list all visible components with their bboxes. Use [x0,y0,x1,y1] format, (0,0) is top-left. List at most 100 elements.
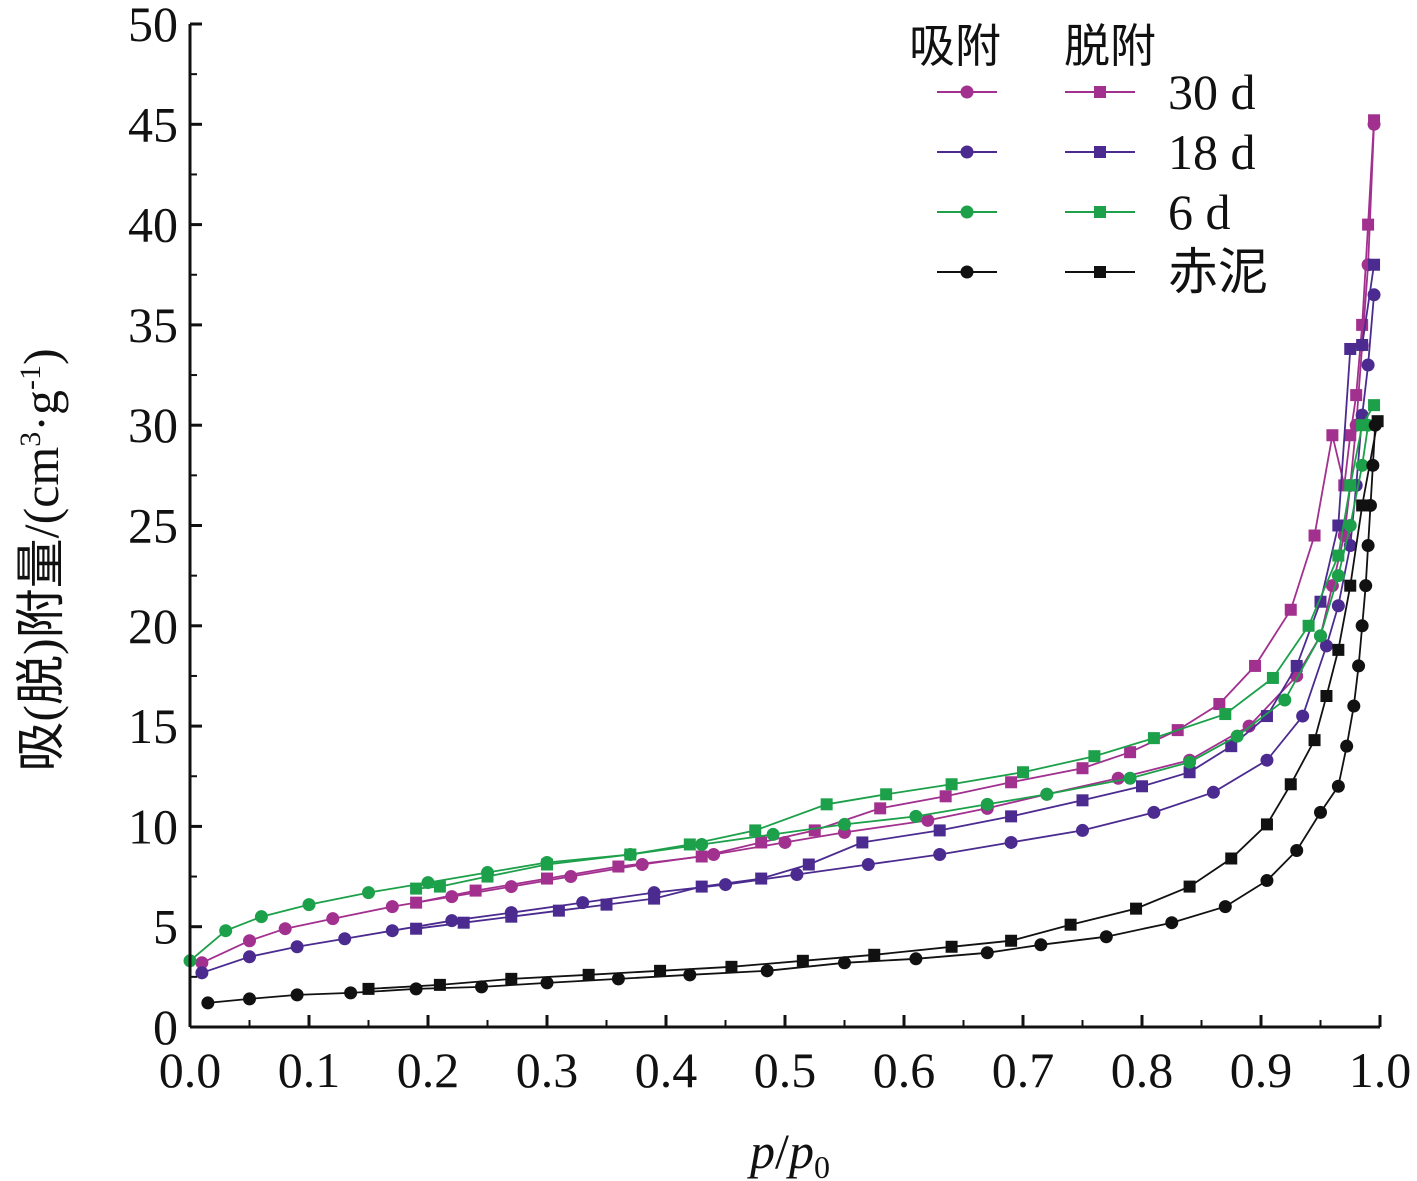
desorption-point [874,802,887,815]
desorption-point [410,882,423,895]
desorption-point [1088,750,1101,763]
adsorption-point [760,964,774,978]
desorption-point [880,788,893,801]
axes: 0.0 0.1 0.2 0.3 0.4 0.5 0.6 0.7 0.8 0.9 1.0 0 5 10 15 2… [128,0,1411,1098]
desorption-point [1368,399,1381,412]
y-tick-label: 50 [128,0,178,52]
desorption-point [1332,643,1345,656]
desorption-point [1076,794,1089,807]
adsorption-point [1260,753,1274,767]
adsorption-point [921,813,935,827]
desorption-point [654,964,667,977]
legend-marker-adsorption [960,205,974,219]
adsorption-point [385,900,399,914]
desorption-line [368,421,1379,990]
desorption-point [1124,746,1137,759]
adsorption-point [421,876,435,890]
desorption-point [749,824,762,837]
desorption-point [755,872,768,885]
desorption-point [1308,529,1321,542]
adsorption-line [189,425,1369,962]
adsorption-point [1147,805,1161,819]
desorption-point [481,870,494,883]
adsorption-line [201,294,1375,974]
desorption-point [1344,479,1357,492]
desorption-point [469,884,482,897]
desorption-point [1183,766,1196,779]
x-tick-label: 0.3 [516,1042,579,1098]
adsorption-point [838,817,851,831]
desorption-point [695,850,708,863]
adsorption-point [838,956,851,970]
desorption-point [552,904,565,917]
legend-label: 30 d [1168,64,1256,120]
desorption-point [802,858,815,871]
series-3 [201,415,1384,1010]
desorption-point [1213,698,1226,711]
adsorption-point [778,835,792,849]
desorption-point [1344,429,1357,442]
adsorption-point [243,992,256,1006]
adsorption-point [695,837,709,851]
adsorption-point [195,966,209,980]
desorption-point [1308,734,1321,747]
desorption-point [505,910,518,923]
adsorption-point [1260,874,1274,888]
desorption-point [1320,690,1333,703]
desorption-point [582,968,595,981]
desorption-point [1368,258,1381,271]
legend-marker-desorption [1094,86,1106,98]
desorption-point [868,948,881,961]
adsorption-line [207,425,1377,1004]
adsorption-point [219,924,233,938]
adsorption-point [1352,659,1366,673]
desorption-point [1332,519,1345,532]
x-tick-label: 0.4 [635,1042,698,1098]
adsorption-point [1296,709,1310,723]
adsorption-point [1034,938,1048,952]
desorption-point [433,978,446,991]
desorption-point [433,880,446,893]
adsorption-point [1099,930,1113,944]
legend-marker-adsorption [960,265,974,279]
x-tick-label: 0.1 [278,1042,341,1098]
adsorption-point [540,976,554,990]
desorption-point [1368,114,1381,127]
adsorption-point [1343,519,1357,532]
adsorption-point [1004,835,1018,849]
x-tick-label: 0.9 [1230,1042,1293,1098]
desorption-point [1326,429,1339,442]
desorption-point [1005,934,1018,947]
legend-marker-adsorption [960,85,974,99]
adsorption-point [909,809,923,823]
adsorption-point [1278,693,1292,707]
adsorption-point [790,868,804,882]
desorption-point [1356,419,1369,432]
desorption-point [945,940,958,953]
x-tick-label: 0.0 [159,1042,222,1098]
desorption-point [541,858,553,871]
y-tick-label: 40 [128,197,178,253]
desorption-point [1225,852,1238,865]
desorption-point [1350,389,1363,402]
adsorption-point [1290,843,1304,857]
adsorption-point [611,972,625,986]
adsorption-point [445,890,459,904]
y-tick-label: 35 [128,297,178,353]
y-tick-label: 15 [128,698,178,754]
legend-header-desorption: 脱附 [1064,21,1156,72]
adsorption-point [933,847,947,861]
desorption-point [1371,415,1384,428]
y-tick-label: 20 [128,598,178,654]
adsorption-point [1331,569,1345,583]
desorption-point [1290,659,1303,672]
adsorption-point [980,946,994,960]
adsorption-point [195,956,209,970]
y-axis-title: 吸(脱)附量/(cm3·g-1) [13,348,69,771]
adsorption-point [719,878,732,892]
desorption-point [1344,342,1357,355]
desorption-point [1260,710,1273,723]
y-tick-label: 10 [128,798,178,854]
adsorption-point [1355,458,1369,472]
y-tick-label: 5 [153,899,178,955]
